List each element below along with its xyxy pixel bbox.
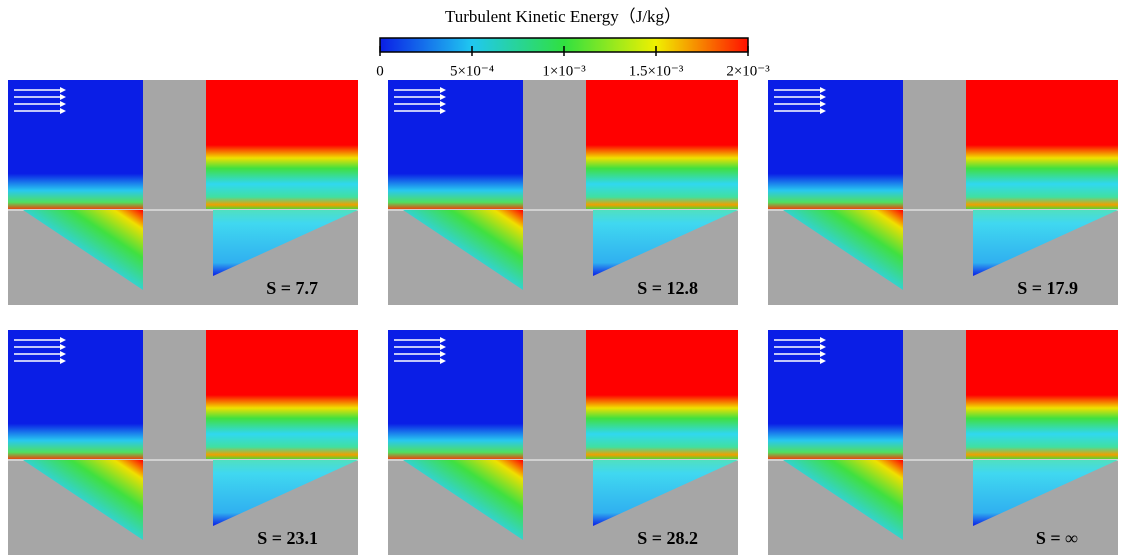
arrow-head <box>820 101 826 107</box>
arrow-head <box>820 337 826 343</box>
contour-panel: S = ∞ <box>768 330 1118 555</box>
arrow-head <box>820 351 826 357</box>
left-cavity <box>403 460 523 540</box>
outlet-field <box>966 80 1118 210</box>
arrow-head <box>440 337 446 343</box>
contour-panel: S = 23.1 <box>8 330 358 555</box>
arrow-head <box>60 337 66 343</box>
arrow-head <box>60 344 66 350</box>
left-cavity <box>783 210 903 290</box>
contour-panel: S = 12.8 <box>388 80 738 305</box>
arrow-head <box>440 351 446 357</box>
right-cavity <box>973 210 1118 276</box>
colorbar-tick-label: 0 <box>376 63 384 79</box>
colorbar-tick-label: 5×10⁻⁴ <box>450 63 494 79</box>
arrow-head <box>440 108 446 114</box>
left-cavity <box>403 210 523 290</box>
colorbar-tick-label: 2×10⁻³ <box>726 63 770 79</box>
left-cavity <box>783 460 903 540</box>
inlet-field <box>8 330 143 460</box>
left-cavity <box>23 460 143 540</box>
arrow-head <box>440 101 446 107</box>
case-label: S = ∞ <box>1036 528 1078 548</box>
arrow-head <box>820 344 826 350</box>
arrow-head <box>60 358 66 364</box>
arrow-head <box>60 101 66 107</box>
outlet-field <box>586 80 738 210</box>
right-cavity <box>213 210 358 276</box>
arrow-head <box>440 358 446 364</box>
left-cavity <box>23 210 143 290</box>
arrow-head <box>820 108 826 114</box>
case-label: S = 12.8 <box>637 278 698 298</box>
case-label: S = 23.1 <box>257 528 318 548</box>
right-cavity <box>593 210 738 276</box>
contour-panel: S = 17.9 <box>768 80 1118 305</box>
inlet-field <box>8 80 143 210</box>
right-cavity <box>593 460 738 526</box>
arrow-head <box>440 344 446 350</box>
contour-panel: S = 28.2 <box>388 330 738 555</box>
case-label: S = 28.2 <box>637 528 698 548</box>
inlet-field <box>768 80 903 210</box>
inlet-field <box>388 80 523 210</box>
arrow-head <box>60 94 66 100</box>
contour-panel: S = 7.7 <box>8 80 358 305</box>
arrow-head <box>60 108 66 114</box>
colorbar-tick-label: 1.5×10⁻³ <box>629 63 684 79</box>
case-label: S = 7.7 <box>266 278 318 298</box>
colorbar-title: Turbulent Kinetic Energy（J/kg） <box>445 7 681 26</box>
arrow-head <box>820 87 826 93</box>
inlet-field <box>768 330 903 460</box>
arrow-head <box>60 87 66 93</box>
arrow-head <box>60 351 66 357</box>
outlet-field <box>966 330 1118 460</box>
inlet-field <box>388 330 523 460</box>
arrow-head <box>820 358 826 364</box>
outlet-field <box>586 330 738 460</box>
right-cavity <box>973 460 1118 526</box>
outlet-field <box>206 80 358 210</box>
arrow-head <box>440 94 446 100</box>
case-label: S = 17.9 <box>1017 278 1078 298</box>
arrow-head <box>440 87 446 93</box>
colorbar-tick-label: 1×10⁻³ <box>542 63 586 79</box>
arrow-head <box>820 94 826 100</box>
right-cavity <box>213 460 358 526</box>
outlet-field <box>206 330 358 460</box>
